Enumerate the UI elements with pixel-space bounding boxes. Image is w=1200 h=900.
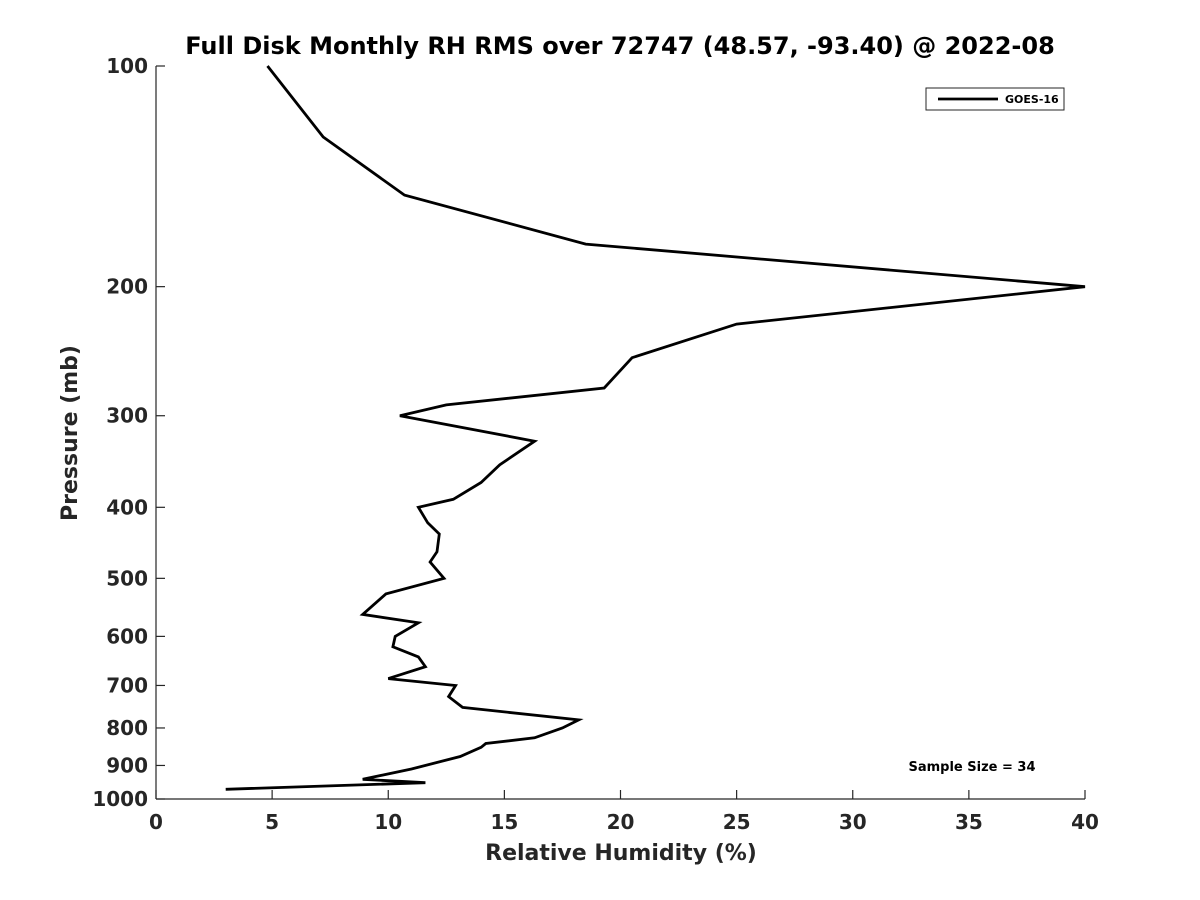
legend: GOES-16: [925, 87, 1065, 111]
x-tick-label: 10: [374, 810, 402, 834]
x-tick-label: 5: [265, 810, 279, 834]
y-tick-label: 500: [106, 566, 148, 590]
x-tick-label: 35: [955, 810, 983, 834]
y-tick-label: 800: [106, 716, 148, 740]
y-tick-label: 600: [106, 624, 148, 648]
x-tick-label: 0: [149, 810, 163, 834]
y-axis-label: Pressure (mb): [58, 345, 83, 521]
y-tick-label: 1000: [92, 787, 148, 811]
y-tick-label: 400: [106, 495, 148, 519]
y-tick-label: 200: [106, 275, 148, 299]
legend-label: GOES-16: [1005, 93, 1059, 106]
x-tick-label: 15: [490, 810, 518, 834]
x-tick-label: 20: [607, 810, 635, 834]
chart-title: Full Disk Monthly RH RMS over 72747 (48.…: [185, 32, 1055, 60]
series-line-goes-16: [225, 65, 1086, 791]
x-tick-label: 25: [723, 810, 751, 834]
y-tick-label: 100: [106, 54, 148, 78]
x-axis-label: Relative Humidity (%): [485, 841, 757, 866]
sample-size-annotation: Sample Size = 34: [908, 760, 1035, 775]
x-tick-label: 30: [839, 810, 867, 834]
y-tick-label: 700: [106, 673, 148, 697]
series-layer: [225, 65, 1086, 791]
y-tick-label: 300: [106, 404, 148, 428]
y-tick-label: 900: [106, 753, 148, 777]
axes: 0 5 10 15 20 25 30 35 40 100 200 300 400 500 600 700 800…: [92, 54, 1099, 834]
x-tick-label: 40: [1071, 810, 1099, 834]
